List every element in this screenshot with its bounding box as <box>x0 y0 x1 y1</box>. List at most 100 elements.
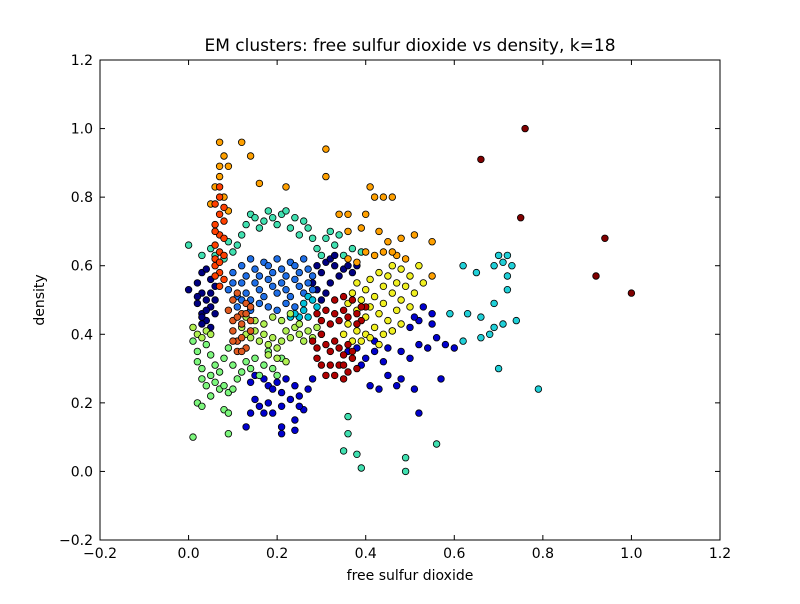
data-point <box>397 265 405 273</box>
data-point <box>229 279 237 287</box>
data-point <box>237 368 246 376</box>
data-point <box>242 423 250 431</box>
data-point <box>246 152 255 160</box>
data-point <box>339 361 348 369</box>
data-point <box>264 262 272 270</box>
data-point <box>211 200 219 208</box>
data-point <box>313 310 321 318</box>
data-point <box>397 375 405 383</box>
data-point <box>370 251 379 260</box>
data-point <box>211 378 219 386</box>
data-point <box>282 358 290 366</box>
data-point <box>410 231 419 239</box>
data-point <box>410 289 419 297</box>
data-point <box>206 289 215 297</box>
data-point <box>379 330 388 338</box>
data-point <box>264 275 272 284</box>
data-point <box>517 213 525 222</box>
data-point <box>450 344 458 352</box>
data-point <box>601 234 609 242</box>
data-point <box>233 313 241 321</box>
data-point <box>322 371 330 380</box>
data-point <box>246 378 255 386</box>
data-point <box>441 340 450 349</box>
data-point <box>322 289 330 297</box>
data-point <box>211 361 219 369</box>
data-point <box>295 282 303 290</box>
data-point <box>331 371 339 380</box>
data-point <box>335 272 343 280</box>
data-point <box>206 330 215 338</box>
data-point <box>437 375 445 383</box>
data-point <box>313 244 321 253</box>
data-point <box>401 282 410 290</box>
data-point <box>193 347 202 356</box>
data-point <box>260 409 268 417</box>
data-point <box>322 145 330 153</box>
data-point <box>472 268 481 277</box>
data-point <box>317 268 326 277</box>
data-point <box>220 251 228 260</box>
data-point <box>273 289 281 297</box>
data-point <box>370 292 379 301</box>
data-point <box>255 402 264 410</box>
data-point <box>220 217 228 225</box>
data-point <box>220 152 228 160</box>
data-point <box>264 399 272 407</box>
data-point <box>339 375 348 383</box>
data-point <box>308 337 317 345</box>
data-point <box>379 282 388 290</box>
data-point <box>304 265 312 273</box>
data-point <box>277 265 286 273</box>
data-point <box>393 382 401 390</box>
data-point <box>415 340 423 349</box>
y-tick-label: 0.6 <box>71 259 93 275</box>
data-point <box>255 286 264 294</box>
data-point <box>348 354 357 362</box>
data-point <box>215 162 224 170</box>
data-point <box>260 330 268 338</box>
data-point <box>486 330 494 338</box>
data-point <box>379 193 388 201</box>
data-point <box>428 320 436 328</box>
data-point <box>237 320 246 328</box>
data-point <box>229 296 237 304</box>
data-point <box>229 361 237 369</box>
data-point <box>215 183 224 191</box>
data-point <box>251 395 259 404</box>
data-point <box>348 347 357 356</box>
data-point <box>206 351 215 359</box>
x-tick-label: 0.2 <box>266 546 288 562</box>
data-point <box>313 262 321 270</box>
data-point <box>224 409 233 417</box>
data-point <box>308 272 317 280</box>
data-point <box>198 375 206 383</box>
x-tick-label: 0.6 <box>443 546 465 562</box>
data-point <box>211 227 219 236</box>
data-point <box>224 306 233 314</box>
data-point <box>273 354 281 362</box>
data-point <box>428 272 436 280</box>
data-point <box>273 344 281 352</box>
data-point <box>220 203 228 212</box>
data-point <box>286 224 295 232</box>
x-axis-title: free sulfur dioxide <box>347 568 474 584</box>
data-point <box>273 220 281 229</box>
data-point <box>410 385 419 393</box>
data-point <box>353 320 361 328</box>
data-point <box>246 327 255 335</box>
data-point <box>344 262 352 270</box>
data-point <box>295 392 303 400</box>
data-point <box>198 364 206 373</box>
data-point <box>362 248 370 256</box>
x-tick-label: 0.0 <box>177 546 199 562</box>
data-point <box>260 361 268 369</box>
data-point <box>308 234 317 242</box>
data-point <box>357 224 365 232</box>
data-point <box>494 364 503 373</box>
data-point <box>326 320 334 328</box>
data-point <box>295 402 303 410</box>
data-point <box>512 316 520 325</box>
data-point <box>242 220 250 229</box>
